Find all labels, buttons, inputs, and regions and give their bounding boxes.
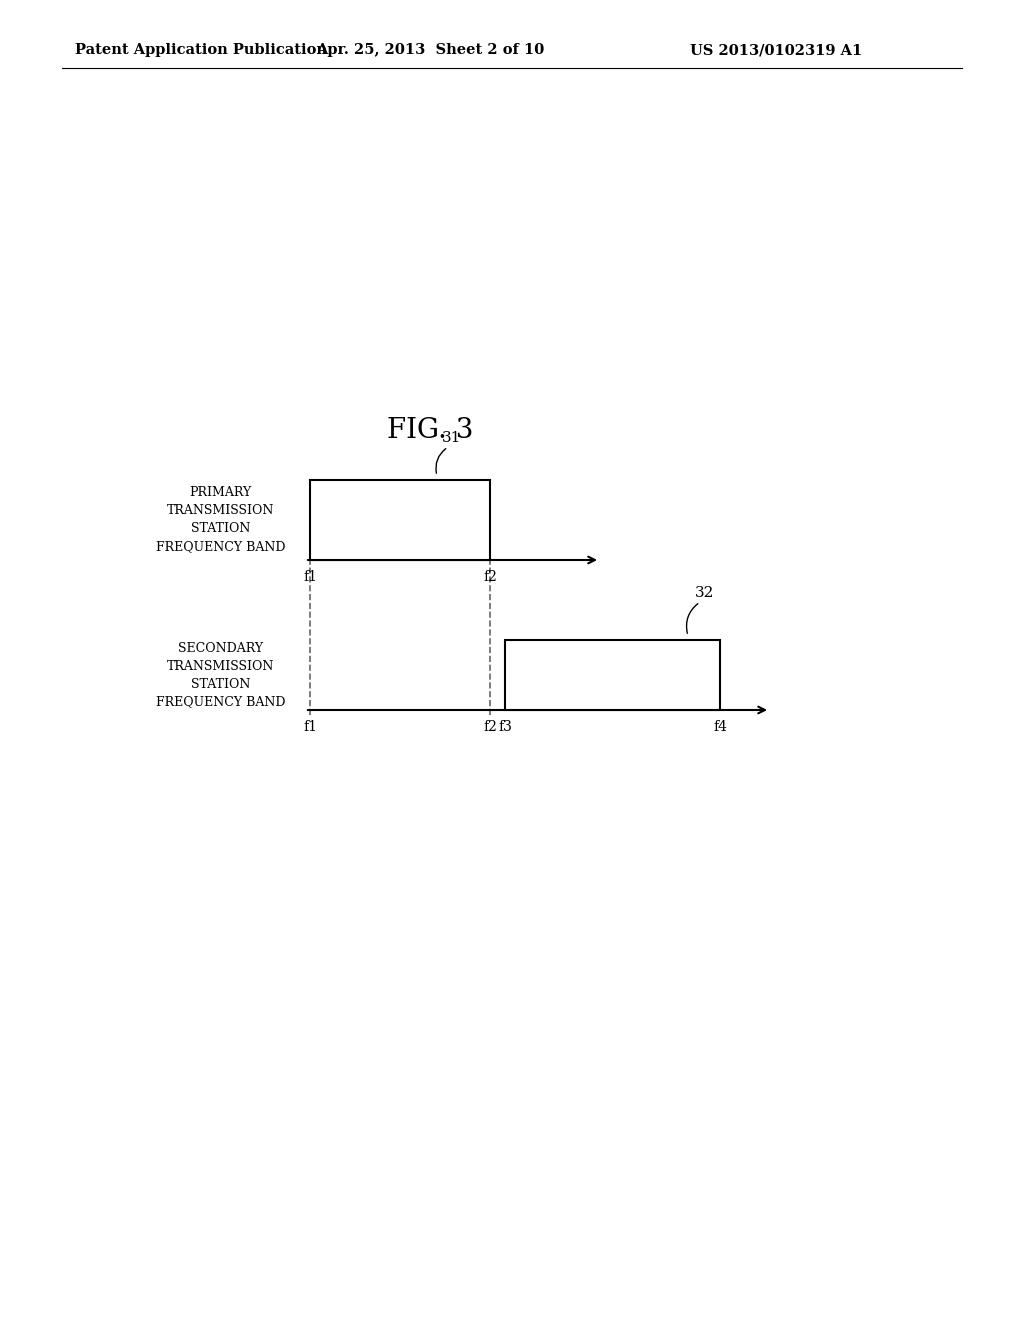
Text: 32: 32: [695, 586, 715, 601]
Text: f3: f3: [498, 719, 512, 734]
Text: FIG. 3: FIG. 3: [387, 417, 473, 444]
Text: US 2013/0102319 A1: US 2013/0102319 A1: [690, 44, 862, 57]
Bar: [505, 640, 720, 710]
Text: f1: f1: [303, 719, 317, 734]
Text: f1: f1: [303, 570, 317, 583]
Text: f2: f2: [483, 570, 497, 583]
Text: f4: f4: [713, 719, 727, 734]
Text: Patent Application Publication: Patent Application Publication: [75, 44, 327, 57]
Text: PRIMARY
TRANSMISSION
STATION
FREQUENCY BAND: PRIMARY TRANSMISSION STATION FREQUENCY B…: [156, 487, 285, 553]
Bar: [310, 480, 490, 560]
Text: f2: f2: [483, 719, 497, 734]
Text: Apr. 25, 2013  Sheet 2 of 10: Apr. 25, 2013 Sheet 2 of 10: [315, 44, 544, 57]
Text: 31: 31: [442, 432, 462, 445]
Text: SECONDARY
TRANSMISSION
STATION
FREQUENCY BAND: SECONDARY TRANSMISSION STATION FREQUENCY…: [156, 642, 285, 709]
